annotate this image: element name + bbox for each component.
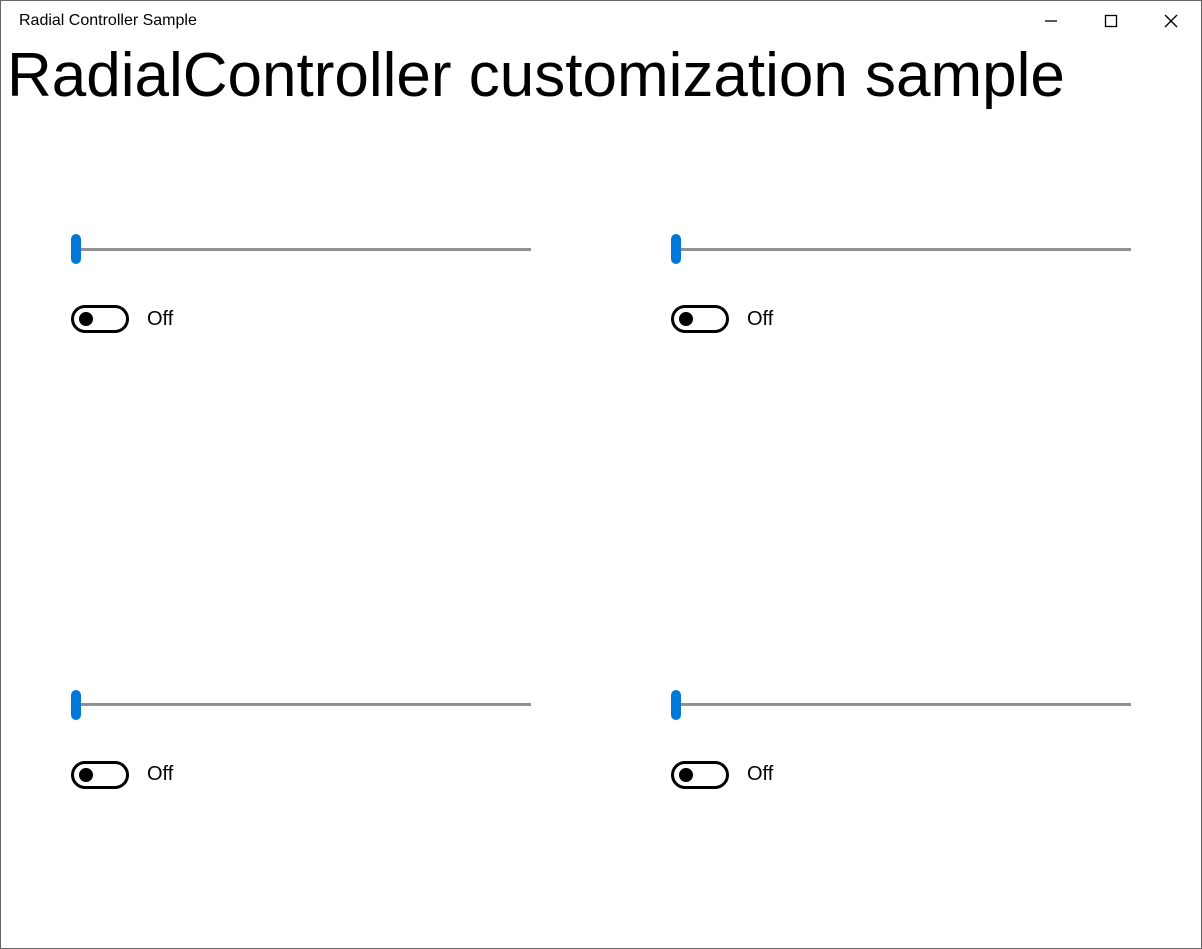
control-cell-0: Off (71, 237, 531, 433)
titlebar-buttons (1021, 1, 1201, 41)
close-icon (1164, 14, 1178, 28)
toggle-knob (79, 768, 93, 782)
app-window: Radial Controller Sample RadialControll (0, 0, 1202, 949)
toggle-switch-1[interactable] (671, 305, 729, 333)
slider-track (671, 248, 1131, 251)
toggle-switch-3[interactable] (671, 761, 729, 789)
close-button[interactable] (1141, 1, 1201, 41)
maximize-icon (1104, 14, 1118, 28)
toggle-row-3: Off (671, 761, 1131, 789)
toggle-switch-0[interactable] (71, 305, 129, 333)
control-cell-1: Off (671, 237, 1131, 433)
control-cell-2: Off (71, 693, 531, 889)
window-title: Radial Controller Sample (19, 12, 1021, 30)
slider-2[interactable] (71, 693, 531, 717)
page-title: RadialController customization sample (1, 41, 1201, 107)
toggle-row-2: Off (71, 761, 531, 789)
minimize-icon (1044, 14, 1058, 28)
slider-thumb[interactable] (71, 690, 81, 720)
controls-grid: Off Off (1, 107, 1201, 948)
titlebar: Radial Controller Sample (1, 1, 1201, 41)
content-area: RadialController customization sample Of… (1, 41, 1201, 948)
slider-thumb[interactable] (71, 234, 81, 264)
toggle-knob (679, 312, 693, 326)
toggle-label-1: Off (747, 308, 773, 331)
slider-track (71, 703, 531, 706)
slider-1[interactable] (671, 237, 1131, 261)
slider-thumb[interactable] (671, 234, 681, 264)
toggle-switch-2[interactable] (71, 761, 129, 789)
slider-track (671, 703, 1131, 706)
slider-3[interactable] (671, 693, 1131, 717)
toggle-row-0: Off (71, 305, 531, 333)
toggle-label-3: Off (747, 763, 773, 786)
toggle-knob (679, 768, 693, 782)
slider-0[interactable] (71, 237, 531, 261)
slider-thumb[interactable] (671, 690, 681, 720)
minimize-button[interactable] (1021, 1, 1081, 41)
toggle-label-0: Off (147, 308, 173, 331)
maximize-button[interactable] (1081, 1, 1141, 41)
toggle-knob (79, 312, 93, 326)
toggle-row-1: Off (671, 305, 1131, 333)
control-cell-3: Off (671, 693, 1131, 889)
toggle-label-2: Off (147, 763, 173, 786)
slider-track (71, 248, 531, 251)
